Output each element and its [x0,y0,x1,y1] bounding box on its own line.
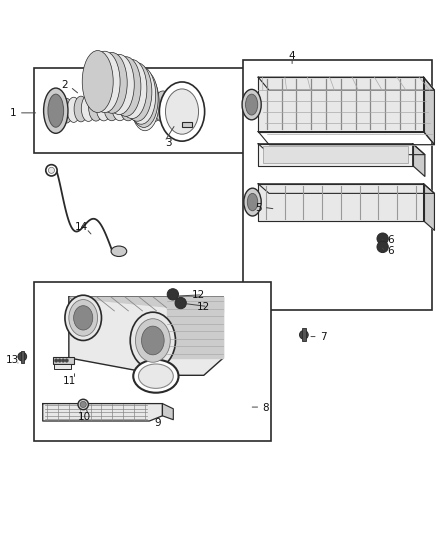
Polygon shape [413,144,425,176]
Ellipse shape [242,90,261,120]
Bar [183,122,192,127]
Ellipse shape [61,359,65,362]
Ellipse shape [117,60,147,119]
Polygon shape [258,144,425,155]
Text: 13: 13 [6,355,19,365]
Ellipse shape [74,96,88,122]
Ellipse shape [89,51,120,112]
Bar [34,282,271,441]
Ellipse shape [247,193,258,211]
Ellipse shape [154,91,172,122]
Ellipse shape [131,74,159,131]
Ellipse shape [138,364,173,389]
Ellipse shape [166,89,198,134]
Ellipse shape [53,100,66,124]
Ellipse shape [18,352,27,361]
Bar [34,68,252,154]
Ellipse shape [67,97,80,123]
Bar [262,146,408,163]
Ellipse shape [60,99,73,123]
Polygon shape [43,403,162,421]
Polygon shape [424,77,434,144]
Polygon shape [424,184,434,230]
Ellipse shape [96,93,111,121]
Polygon shape [258,77,424,132]
Polygon shape [258,184,434,193]
Ellipse shape [300,330,308,339]
Ellipse shape [159,82,205,141]
Ellipse shape [377,233,389,244]
Ellipse shape [58,359,61,362]
Ellipse shape [128,92,145,121]
Ellipse shape [78,399,88,410]
Ellipse shape [141,326,164,355]
Ellipse shape [123,63,152,121]
Ellipse shape [127,66,155,124]
Ellipse shape [48,94,64,127]
Ellipse shape [48,167,54,173]
Ellipse shape [104,93,120,121]
Polygon shape [162,403,173,419]
Ellipse shape [104,54,134,115]
Polygon shape [258,77,434,90]
Ellipse shape [81,95,95,122]
Ellipse shape [136,91,154,121]
Ellipse shape [69,300,98,336]
Text: 11: 11 [63,376,76,385]
Ellipse shape [65,295,102,341]
Ellipse shape [111,56,141,116]
Text: 7: 7 [320,333,327,342]
Ellipse shape [82,51,113,112]
Ellipse shape [145,91,163,122]
Text: 6: 6 [388,246,394,256]
Ellipse shape [97,53,127,114]
Text: 6: 6 [388,235,394,245]
Text: 10: 10 [78,411,91,422]
Ellipse shape [133,360,179,393]
Ellipse shape [88,94,103,121]
Ellipse shape [167,289,179,300]
Ellipse shape [120,92,137,121]
Ellipse shape [112,92,128,120]
Text: 2: 2 [61,80,68,91]
Polygon shape [69,297,223,312]
Text: 1: 1 [10,108,17,118]
Ellipse shape [130,312,176,369]
Polygon shape [258,184,424,221]
Ellipse shape [244,188,261,216]
Polygon shape [69,297,223,375]
Bar [243,60,432,310]
Ellipse shape [162,91,182,123]
Bar [21,351,24,363]
Text: 12: 12 [191,290,205,300]
Text: 5: 5 [255,203,261,213]
Text: 4: 4 [289,51,295,61]
Text: 14: 14 [74,222,88,232]
Ellipse shape [111,246,127,256]
Ellipse shape [44,88,68,133]
Bar [53,358,74,364]
Ellipse shape [65,359,68,362]
Text: 12: 12 [197,302,210,312]
Ellipse shape [246,94,258,115]
Ellipse shape [46,165,57,176]
Ellipse shape [172,91,191,123]
Text: 3: 3 [166,138,172,148]
Ellipse shape [80,401,86,408]
Ellipse shape [130,70,158,127]
Text: 8: 8 [262,403,269,413]
Polygon shape [258,144,413,166]
Ellipse shape [54,359,58,362]
Ellipse shape [135,319,170,362]
Ellipse shape [175,297,186,309]
Ellipse shape [74,305,93,330]
Text: 9: 9 [154,418,160,428]
Ellipse shape [377,241,389,253]
Bar [302,328,306,341]
Bar [54,365,71,369]
Polygon shape [167,297,223,358]
